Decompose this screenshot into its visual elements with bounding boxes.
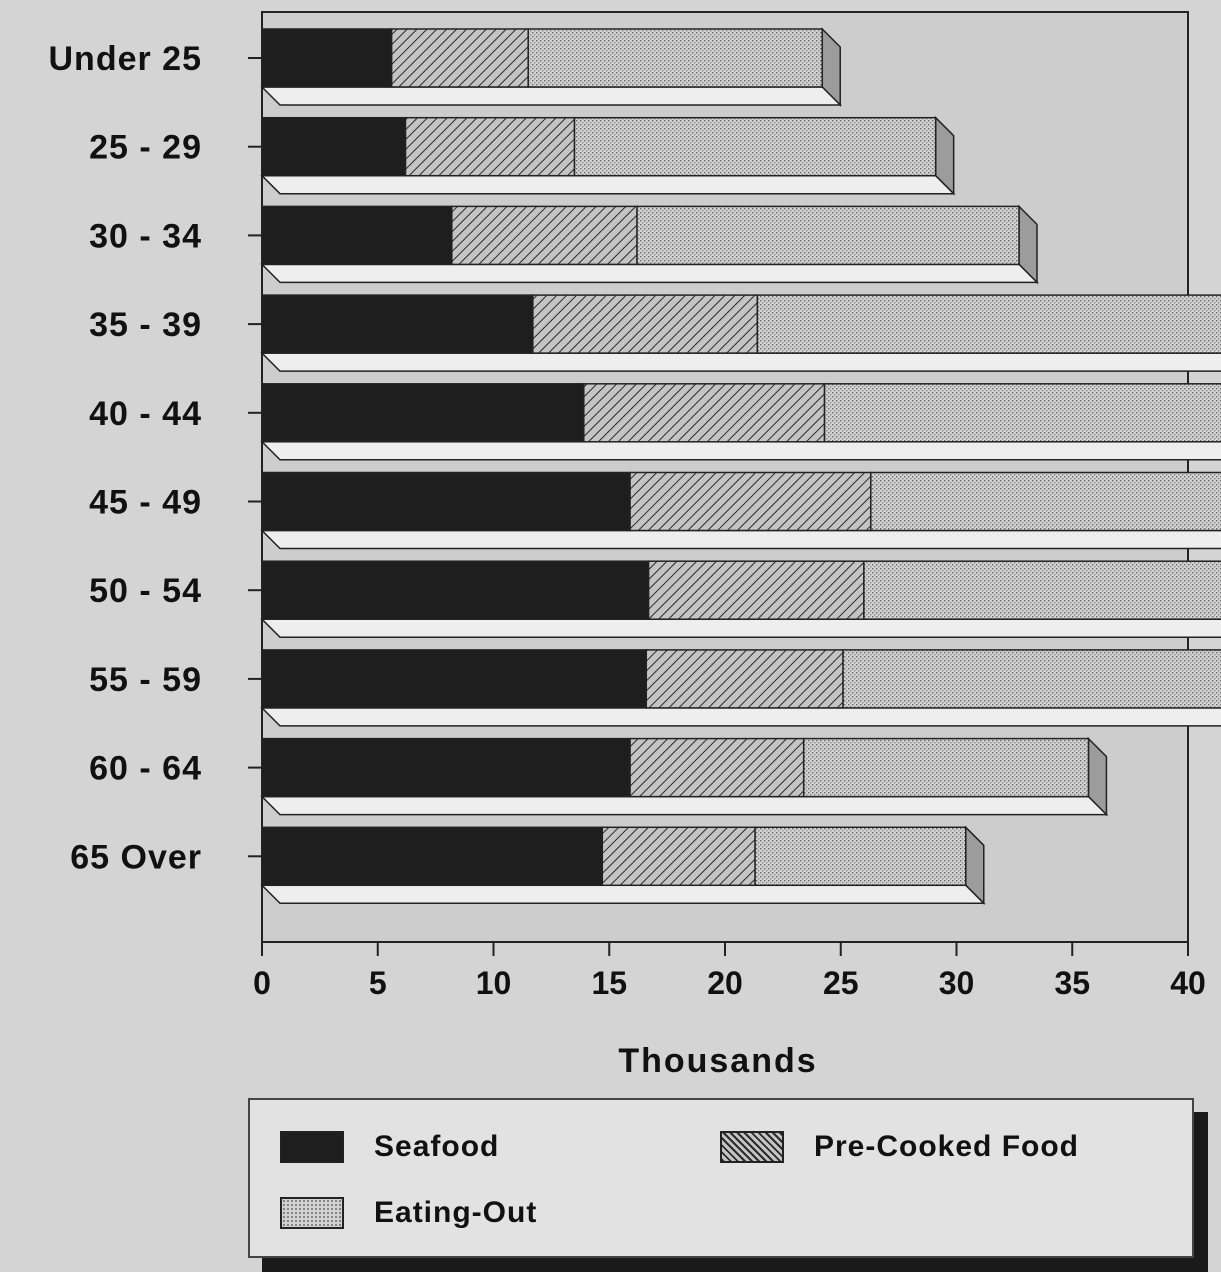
bar-seafood-25-29 bbox=[261, 116, 407, 177]
y-tick-label: 45 - 49 bbox=[89, 484, 202, 522]
bar-eating-out-40-44 bbox=[823, 383, 1221, 443]
bar-pre-cooked-food-50-54 bbox=[647, 560, 865, 620]
bar-seafood-60-64 bbox=[261, 737, 631, 798]
x-tick-label: 35 bbox=[1054, 965, 1090, 1001]
bar-seafood-65-over bbox=[261, 826, 604, 887]
x-tick-label: 5 bbox=[369, 965, 387, 1001]
bar-pre-cooked-food-60-64 bbox=[629, 737, 805, 798]
bar-bottom-face bbox=[260, 352, 1221, 372]
x-tick-label: 20 bbox=[707, 965, 743, 1001]
bar-eating-out-30-34 bbox=[636, 205, 1020, 266]
bar-pre-cooked-food-under-25 bbox=[390, 28, 529, 88]
y-tick-label: Under 25 bbox=[49, 40, 203, 78]
x-tick-labels: 0 5 10 15 20 25 30 35 40 bbox=[253, 965, 1206, 1001]
bar-eating-out-25-29 bbox=[573, 116, 937, 177]
bar-bottom-face bbox=[260, 707, 1221, 727]
y-tick-label: 60 - 64 bbox=[89, 750, 202, 788]
bar-eating-out-60-64 bbox=[802, 737, 1090, 798]
y-tick-label: 40 - 44 bbox=[89, 395, 202, 433]
x-tick-label: 40 bbox=[1170, 965, 1206, 1001]
x-tick-label: 30 bbox=[939, 965, 975, 1001]
y-tick-label: 65 Over bbox=[70, 838, 202, 876]
legend: Seafood Pre-Cooked Food Eating-Out bbox=[248, 1098, 1194, 1258]
y-tick-label: 30 - 34 bbox=[89, 217, 202, 255]
legend-swatch-precooked bbox=[720, 1131, 784, 1163]
legend-item-eatingout: Eating-Out bbox=[280, 1196, 537, 1230]
x-tick-label: 0 bbox=[253, 965, 271, 1001]
y-tick-label: 50 - 54 bbox=[89, 572, 202, 610]
bar-pre-cooked-food-65-over bbox=[601, 826, 756, 887]
bar-bottom-face bbox=[260, 263, 1039, 284]
bar-seafood-under-25 bbox=[261, 28, 393, 88]
bar-seafood-45-49 bbox=[261, 471, 631, 532]
x-tick-label: 10 bbox=[476, 965, 512, 1001]
bar-pre-cooked-food-55-59 bbox=[645, 649, 844, 709]
bar-bottom-face bbox=[260, 174, 956, 195]
bar-pre-cooked-food-35-39 bbox=[532, 294, 759, 354]
legend-item-seafood: Seafood bbox=[280, 1130, 499, 1164]
legend-label-precooked: Pre-Cooked Food bbox=[814, 1130, 1080, 1163]
bar-bottom-face bbox=[260, 441, 1221, 461]
legend-swatch-eatingout bbox=[280, 1197, 344, 1229]
bar-eating-out-65-over bbox=[754, 826, 967, 887]
bar-eating-out-50-54 bbox=[863, 560, 1221, 620]
y-tick-labels: Under 25 25 - 29 30 - 34 35 - 39 40 - 44 45 -… bbox=[49, 40, 203, 876]
bar-seafood-35-39 bbox=[261, 294, 534, 354]
y-tick-label: 35 - 39 bbox=[89, 306, 202, 344]
bar-seafood-50-54 bbox=[261, 560, 650, 620]
bar-pre-cooked-food-30-34 bbox=[451, 205, 638, 266]
y-tick-label: 55 - 59 bbox=[89, 661, 202, 699]
bar-bottom-face bbox=[260, 86, 843, 106]
x-axis-label: Thousands bbox=[618, 1042, 817, 1080]
bar-eating-out-under-25 bbox=[527, 28, 823, 88]
legend-item-precooked: Pre-Cooked Food bbox=[720, 1130, 1079, 1164]
bar-eating-out-45-49 bbox=[870, 471, 1221, 532]
legend-label-seafood: Seafood bbox=[374, 1130, 500, 1163]
bar-bottom-face bbox=[260, 884, 986, 905]
bar-seafood-30-34 bbox=[261, 205, 453, 266]
x-tick-label: 25 bbox=[823, 965, 859, 1001]
y-tick-label: 25 - 29 bbox=[89, 129, 202, 167]
bar-pre-cooked-food-40-44 bbox=[583, 383, 826, 443]
legend-label-eatingout: Eating-Out bbox=[374, 1196, 538, 1229]
bar-seafood-40-44 bbox=[261, 383, 585, 443]
legend-swatch-seafood bbox=[280, 1131, 344, 1163]
bars bbox=[260, 27, 1221, 906]
bar-pre-cooked-food-45-49 bbox=[629, 471, 872, 532]
bar-eating-out-35-39 bbox=[756, 294, 1221, 354]
bar-bottom-face bbox=[260, 795, 1109, 816]
bar-eating-out-55-59 bbox=[842, 649, 1221, 709]
x-tick-label: 15 bbox=[591, 965, 627, 1001]
chart-svg: Under 25 25 - 29 30 - 34 35 - 39 40 - 44 45 -… bbox=[49, 11, 1221, 1080]
bar-seafood-55-59 bbox=[261, 649, 648, 709]
bar-bottom-face bbox=[260, 618, 1221, 638]
bar-pre-cooked-food-25-29 bbox=[404, 116, 576, 177]
bar-bottom-face bbox=[260, 529, 1221, 550]
